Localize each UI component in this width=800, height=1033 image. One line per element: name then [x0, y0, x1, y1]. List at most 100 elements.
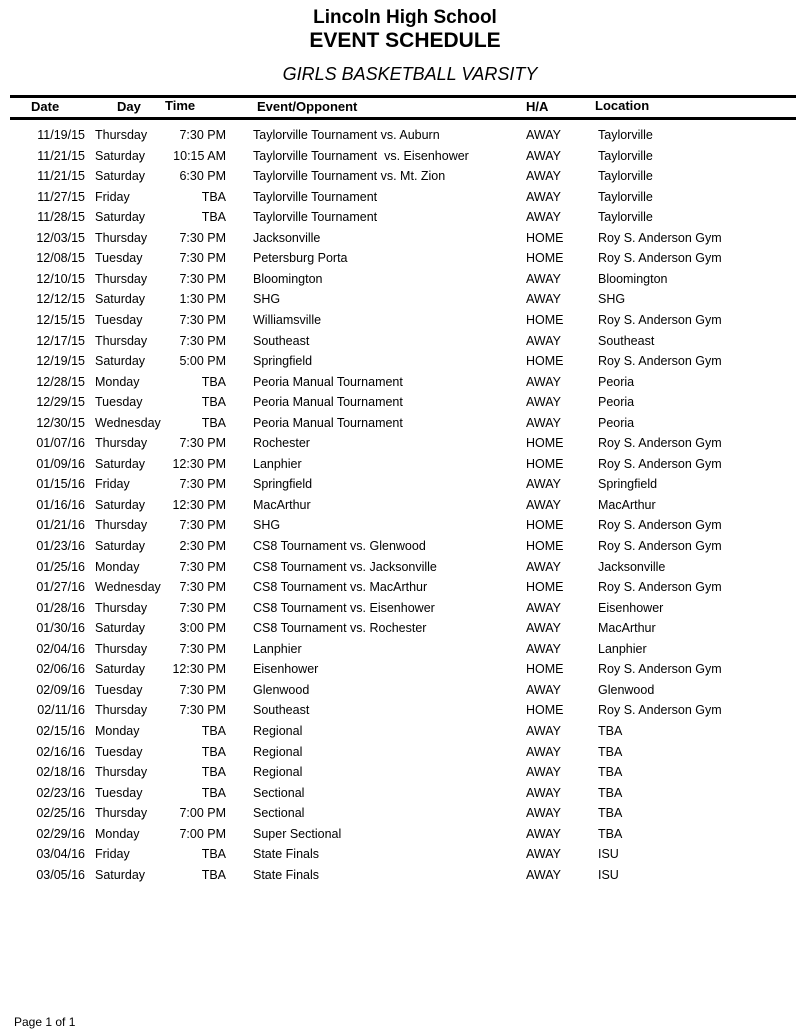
- home-away-cell: HOME: [526, 539, 564, 553]
- location-cell: ISU: [598, 847, 619, 862]
- time-cell: 7:30 PM: [179, 312, 226, 327]
- table-row: 01/09/16 Saturday 12:30 PM Lanphier HOME Roy …: [0, 457, 800, 477]
- location-cell: TBA: [598, 806, 623, 821]
- home-away-cell: HOME: [526, 230, 564, 245]
- time-cell: 7:30 PM: [179, 477, 226, 492]
- location-cell: Springfield: [598, 477, 658, 492]
- day-cell: Thursday: [95, 703, 148, 718]
- time-cell: TBA: [201, 723, 226, 738]
- location-cell: Taylorville: [598, 189, 653, 204]
- event-cell: Regional: [253, 744, 303, 759]
- event-cell: SHG: [253, 292, 281, 307]
- column-header-time: Time: [165, 98, 196, 113]
- time-cell: TBA: [201, 189, 226, 204]
- location-cell: Roy S. Anderson Gym: [598, 354, 722, 369]
- day-cell: Friday: [95, 477, 130, 492]
- location-cell: MacArthur: [598, 497, 656, 512]
- table-row: 01/21/16 Thursday 7:30 PM SHG HOME Roy S. And…: [0, 518, 800, 538]
- event-cell: State Finals: [253, 867, 320, 882]
- event-cell: Bloomington: [253, 271, 323, 286]
- event-cell: Lanphier: [253, 456, 302, 471]
- table-row: 12/29/15 Tuesday TBA Peoria Manual Tourname…: [0, 395, 800, 415]
- date-cell: 11/27/15: [37, 189, 85, 204]
- table-row: 11/27/15 Friday TBA Taylorville Tournament A…: [0, 190, 800, 210]
- location-cell: Roy S. Anderson Gym: [598, 539, 722, 553]
- date-cell: 03/05/16: [36, 867, 85, 882]
- event-cell: Jacksonville: [253, 230, 321, 245]
- day-cell: Tuesday: [95, 312, 143, 327]
- location-cell: Roy S. Anderson Gym: [598, 703, 722, 718]
- event-cell: Williamsville: [253, 312, 322, 327]
- table-row: 01/16/16 Saturday 12:30 PM MacArthur AWAY Mac…: [0, 498, 800, 518]
- time-cell: 2:30 PM: [179, 539, 226, 553]
- day-cell: Friday: [95, 189, 130, 204]
- location-cell: TBA: [598, 785, 623, 800]
- home-away-cell: AWAY: [526, 189, 561, 204]
- location-cell: Roy S. Anderson Gym: [598, 251, 722, 266]
- time-cell: 6:30 PM: [179, 169, 226, 184]
- day-cell: Saturday: [95, 210, 146, 225]
- time-cell: 12:30 PM: [172, 456, 226, 471]
- date-cell: 01/09/16: [36, 456, 85, 471]
- time-cell: 7:30 PM: [179, 518, 226, 533]
- date-cell: 01/27/16: [36, 580, 85, 595]
- home-away-cell: HOME: [526, 312, 564, 327]
- home-away-cell: AWAY: [526, 682, 561, 697]
- home-away-cell: HOME: [526, 703, 564, 718]
- event-cell: State Finals: [253, 847, 320, 862]
- event-cell: CS8 Tournament vs. Jacksonville: [253, 559, 437, 574]
- day-cell: Thursday: [95, 641, 148, 656]
- time-cell: 3:00 PM: [179, 621, 226, 636]
- location-cell: Lanphier: [598, 641, 647, 656]
- school-name: Lincoln High School: [313, 7, 497, 28]
- home-away-cell: HOME: [526, 662, 564, 677]
- location-cell: Eisenhower: [598, 600, 664, 615]
- table-row: 12/12/15 Saturday 1:30 PM SHG AWAY SHG: [0, 292, 800, 312]
- time-cell: 7:30 PM: [179, 641, 226, 656]
- event-cell: CS8 Tournament vs. MacArthur: [253, 580, 428, 595]
- location-cell: TBA: [598, 826, 623, 841]
- day-cell: Thursday: [95, 230, 148, 245]
- date-cell: 02/11/16: [37, 703, 85, 718]
- location-cell: SHG: [598, 292, 626, 307]
- home-away-cell: AWAY: [526, 374, 561, 389]
- time-cell: TBA: [201, 415, 226, 430]
- event-cell: Southeast: [253, 333, 310, 348]
- location-cell: Roy S. Anderson Gym: [598, 230, 722, 245]
- date-cell: 11/21/15: [37, 169, 85, 184]
- table-row: 01/28/16 Thursday 7:30 PM CS8 Tournament vs…: [0, 601, 800, 621]
- day-cell: Saturday: [95, 169, 146, 184]
- date-cell: 02/18/16: [36, 765, 85, 780]
- event-cell: Rochester: [253, 436, 310, 451]
- location-cell: Peoria: [598, 374, 635, 389]
- day-cell: Tuesday: [95, 395, 143, 410]
- home-away-cell: AWAY: [526, 210, 561, 225]
- page-title: EVENT SCHEDULE: [309, 29, 501, 52]
- date-cell: 11/19/15: [37, 128, 85, 142]
- location-cell: Roy S. Anderson Gym: [598, 662, 722, 677]
- table-row: 02/04/16 Thursday 7:30 PM Lanphier AWAY Lanph…: [0, 642, 800, 662]
- date-cell: 12/10/15: [36, 271, 85, 286]
- time-cell: 7:30 PM: [179, 333, 226, 348]
- table-row: 12/30/15 Wednesday TBA Peoria Manual Tourna…: [0, 416, 800, 436]
- column-header-location: Location: [595, 98, 650, 113]
- home-away-cell: AWAY: [526, 148, 561, 163]
- day-cell: Monday: [95, 826, 140, 841]
- table-row: 12/03/15 Thursday 7:30 PM Jacksonville HOME R…: [0, 231, 800, 251]
- day-cell: Saturday: [95, 497, 146, 512]
- location-cell: Peoria: [598, 395, 635, 410]
- location-cell: Taylorville: [598, 128, 653, 142]
- time-cell: 7:00 PM: [179, 806, 226, 821]
- table-row: 01/15/16 Friday 7:30 PM Springfield AWAY Spri…: [0, 477, 800, 497]
- time-cell: TBA: [201, 785, 226, 800]
- day-cell: Friday: [95, 847, 130, 862]
- time-cell: 7:30 PM: [179, 559, 226, 574]
- time-cell: 7:00 PM: [179, 826, 226, 841]
- time-cell: 7:30 PM: [179, 600, 226, 615]
- table-row: 01/30/16 Saturday 3:00 PM CS8 Tournament vs…: [0, 621, 800, 641]
- day-cell: Thursday: [95, 806, 148, 821]
- day-cell: Thursday: [95, 600, 148, 615]
- table-row: 02/25/16 Thursday 7:00 PM Sectional AWAY TBA: [0, 806, 800, 826]
- date-cell: 02/04/16: [36, 641, 85, 656]
- table-row: 01/27/16 Wednesday 7:30 PM CS8 Tournament v…: [0, 580, 800, 600]
